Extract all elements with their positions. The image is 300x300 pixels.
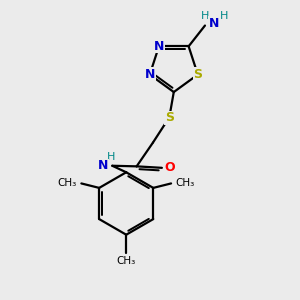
Text: N: N bbox=[209, 17, 219, 30]
Text: N: N bbox=[98, 159, 108, 172]
Text: N: N bbox=[145, 68, 155, 81]
Text: N: N bbox=[154, 40, 164, 53]
Text: CH₃: CH₃ bbox=[58, 178, 77, 188]
Text: S: S bbox=[193, 68, 202, 81]
Text: CH₃: CH₃ bbox=[176, 178, 195, 188]
Text: S: S bbox=[165, 111, 174, 124]
Text: H: H bbox=[106, 152, 115, 162]
Text: CH₃: CH₃ bbox=[117, 256, 136, 266]
Text: H: H bbox=[220, 11, 229, 21]
Text: O: O bbox=[164, 161, 175, 174]
Text: H: H bbox=[201, 11, 209, 21]
